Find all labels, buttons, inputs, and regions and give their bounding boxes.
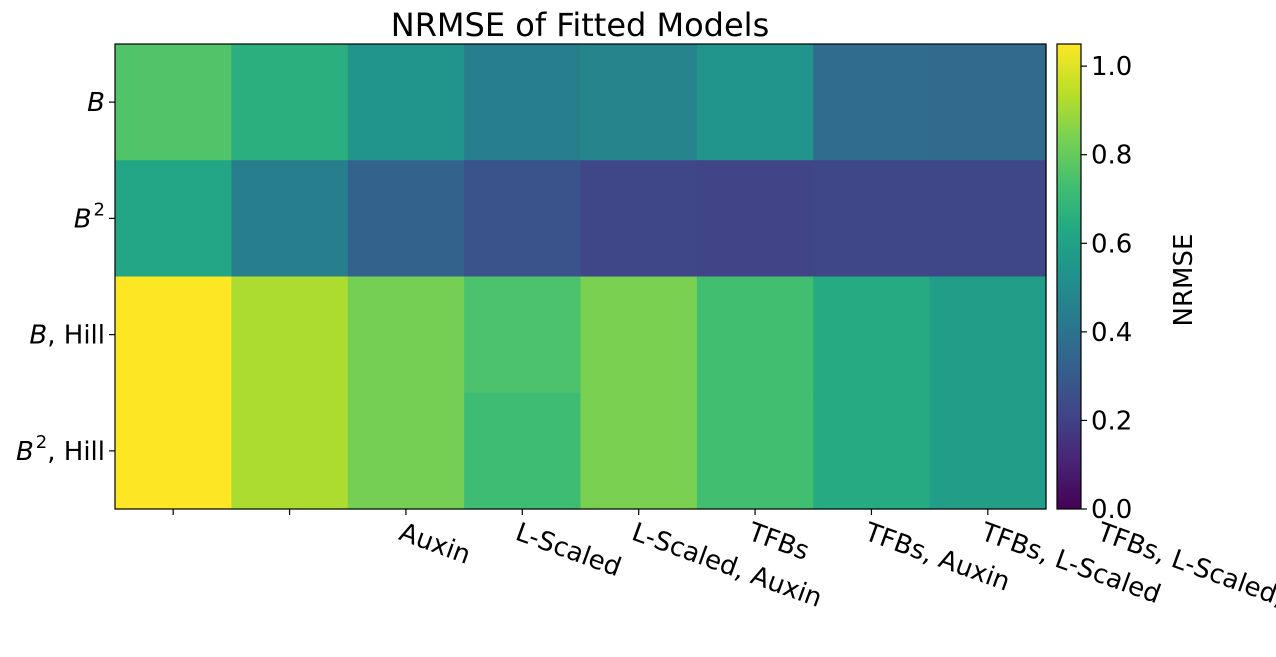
heatmap-cell <box>464 160 582 278</box>
heatmap-cells <box>115 44 1047 510</box>
heatmap-cell <box>813 276 931 394</box>
y-axis-ticks: B B 2 B, Hill B 2, Hill <box>16 88 115 467</box>
colorbar-gradient <box>1056 43 1082 510</box>
heatmap-cell <box>347 392 465 510</box>
heatmap-cell <box>696 392 814 510</box>
x-tick-label: L-Scaled <box>512 517 626 583</box>
heatmap-cell <box>464 276 582 394</box>
heatmap-cell <box>347 160 465 278</box>
colorbar-tick-label: 0.6 <box>1091 229 1132 259</box>
y-tick-label: B, Hill <box>29 321 105 351</box>
x-tick-label: Auxin <box>395 517 474 570</box>
heatmap-cell <box>696 44 814 161</box>
heatmap-cell <box>464 392 582 510</box>
heatmap-cell <box>231 276 349 394</box>
heatmap-cell <box>929 44 1047 161</box>
heatmap-cell <box>115 392 232 510</box>
heatmap-cell <box>813 392 931 510</box>
heatmap-cell <box>929 160 1047 278</box>
heatmap-cell <box>696 160 814 278</box>
heatmap-cell <box>696 276 814 394</box>
heatmap-cell <box>115 276 232 394</box>
colorbar-tick-label: 0.4 <box>1091 318 1132 348</box>
heatmap-cell <box>464 44 582 161</box>
heatmap-cell <box>813 160 931 278</box>
y-tick-label: B 2, Hill <box>16 432 105 467</box>
colorbar: 0.0 0.2 0.4 0.6 0.8 1.0 NRMSE <box>1056 43 1199 525</box>
heatmap-cell <box>231 392 349 510</box>
chart-title: NRMSE of Fitted Models <box>391 6 769 44</box>
plot-frame <box>114 43 1047 510</box>
heatmap-cell <box>580 276 698 394</box>
heatmap-cell <box>115 160 232 278</box>
heatmap-cell <box>115 44 232 161</box>
heatmap-cell <box>813 44 931 161</box>
y-tick-label: B <box>87 88 105 118</box>
heatmap-cell <box>929 392 1047 510</box>
heatmap-cell <box>231 160 349 278</box>
heatmap-cell <box>580 392 698 510</box>
colorbar-tick-label: 0.8 <box>1091 141 1132 171</box>
heatmap-cell <box>231 44 349 161</box>
colorbar-tick-label: 0.0 <box>1091 495 1132 525</box>
colorbar-tick-label: 1.0 <box>1091 52 1132 82</box>
heatmap-cell <box>580 160 698 278</box>
heatmap-cell <box>347 44 465 161</box>
colorbar-label: NRMSE <box>1169 234 1199 327</box>
heatmap-cell <box>347 276 465 394</box>
heatmap-cell <box>580 44 698 161</box>
heatmap-cell <box>929 276 1047 394</box>
colorbar-ticks: 0.0 0.2 0.4 0.6 0.8 1.0 <box>1081 52 1132 525</box>
colorbar-tick-label: 0.2 <box>1091 406 1132 436</box>
